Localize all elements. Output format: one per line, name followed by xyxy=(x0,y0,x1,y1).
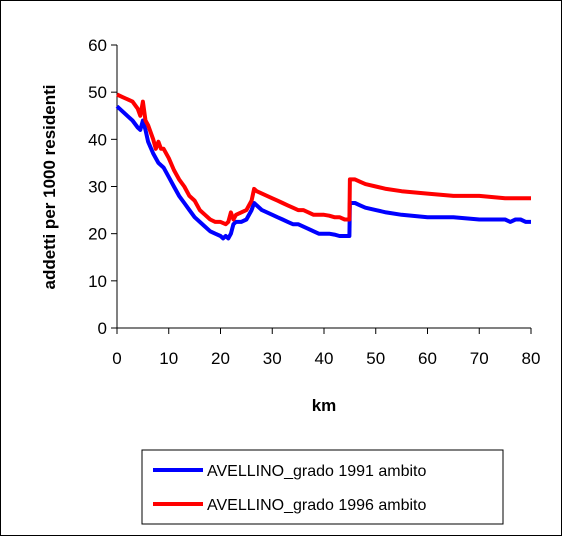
legend-label-1991: AVELLINO_grado 1991 ambito xyxy=(207,463,427,480)
y-tick-label: 60 xyxy=(88,36,107,55)
x-tick-label: 40 xyxy=(315,349,334,368)
legend: AVELLINO_grado 1991 ambito AVELLINO_grad… xyxy=(141,449,504,525)
x-tick-label: 30 xyxy=(263,349,282,368)
x-tick-label: 50 xyxy=(366,349,385,368)
legend-box xyxy=(141,449,504,525)
y-tick-label: 50 xyxy=(88,83,107,102)
y-ticks: 0 10 20 30 40 50 60 xyxy=(88,36,117,338)
series-layer xyxy=(115,92,531,241)
y-tick-label: 40 xyxy=(88,130,107,149)
y-tick-label: 30 xyxy=(88,178,107,197)
x-tick-label: 0 xyxy=(112,349,121,368)
x-tick-label: 20 xyxy=(211,349,230,368)
series-line-1996 xyxy=(116,92,531,227)
x-tick-label: 70 xyxy=(470,349,489,368)
x-tick-label: 80 xyxy=(522,349,541,368)
x-tick-label: 10 xyxy=(159,349,178,368)
plot-area: 0 10 20 30 40 50 60 0 10 20 30 40 50 60 70 80 xyxy=(88,36,540,368)
x-ticks: 0 10 20 30 40 50 60 70 80 xyxy=(112,328,540,368)
x-axis-title: km xyxy=(312,396,337,415)
y-tick-label: 0 xyxy=(98,319,107,338)
legend-label-1996: AVELLINO_grado 1996 ambito xyxy=(207,497,427,514)
y-tick-label: 10 xyxy=(88,272,107,291)
y-tick-label: 20 xyxy=(88,225,107,244)
y-axis-title: addetti per 1000 residenti xyxy=(40,84,59,289)
series-line-1991 xyxy=(115,104,531,241)
x-tick-label: 60 xyxy=(418,349,437,368)
